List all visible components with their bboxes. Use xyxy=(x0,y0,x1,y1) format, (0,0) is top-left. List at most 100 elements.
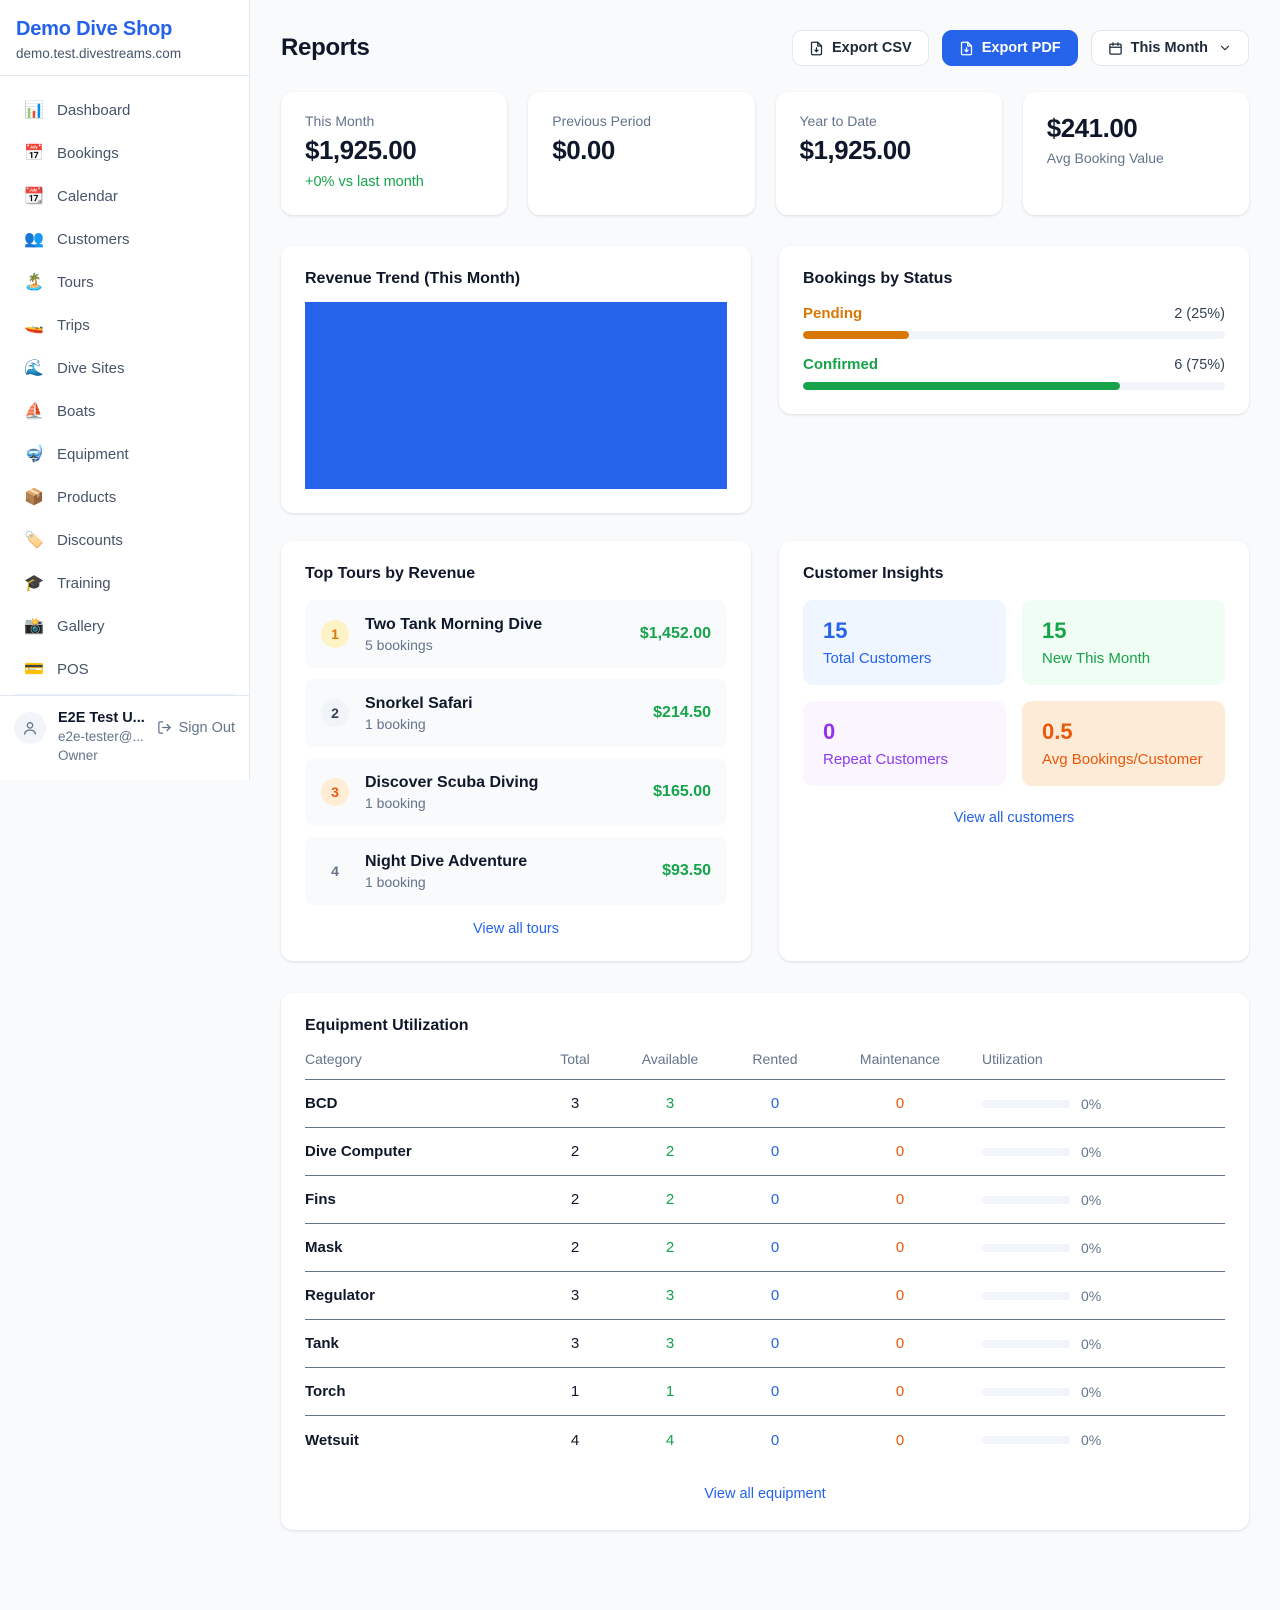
sidebar-item-label: Boats xyxy=(57,402,96,420)
top-tours-card: Top Tours by Revenue 1 Two Tank Morning … xyxy=(281,541,751,961)
tour-row: 2 Snorkel Safari 1 booking $214.50 xyxy=(305,679,727,747)
period-label: This Month xyxy=(1130,40,1208,56)
calendar-icon: 📆 xyxy=(24,188,44,205)
col-maintenance: Maintenance xyxy=(859,1051,941,1067)
file-export-icon xyxy=(960,41,972,55)
user-role: Owner xyxy=(58,748,98,764)
pending-bar-track xyxy=(803,331,1225,339)
sidebar-item-gallery[interactable]: 📸 Gallery xyxy=(12,608,237,644)
sidebar-item-customers[interactable]: 👥 Customers xyxy=(12,221,237,257)
sidebar-item-dashboard[interactable]: 📊 Dashboard xyxy=(12,92,237,128)
sidebar-item-label: Bookings xyxy=(57,144,119,162)
confirmed-label: Confirmed xyxy=(803,356,878,373)
sidebar-item-label: Training xyxy=(57,574,111,592)
utilization-bar xyxy=(982,1099,1070,1108)
col-total: Total xyxy=(560,1051,590,1067)
sidebar-item-pos[interactable]: 💳 POS xyxy=(12,651,237,687)
insight-tiles: 15 Total Customers 15 New This Month 0 R… xyxy=(803,600,1225,786)
chevron-down-icon xyxy=(1220,45,1230,51)
table-row: Mask 2 2 0 0 0% xyxy=(305,1224,1225,1272)
col-category: Category xyxy=(305,1051,362,1067)
top-tours-title: Top Tours by Revenue xyxy=(305,565,476,582)
tour-name: Discover Scuba Diving xyxy=(365,773,539,791)
tour-bookings: 1 booking xyxy=(365,715,426,732)
island-icon: 🏝️ xyxy=(24,274,44,291)
sign-out-icon xyxy=(157,721,171,735)
stat-label: Year to Date xyxy=(799,113,877,129)
export-csv-button[interactable]: Export CSV xyxy=(791,30,929,66)
table-row: BCD 3 3 0 0 0% xyxy=(305,1080,1225,1128)
sidebar-item-dive-sites[interactable]: 🌊 Dive Sites xyxy=(12,350,237,386)
page-title: Reports xyxy=(281,34,370,61)
sidebar-item-boats[interactable]: ⛵ Boats xyxy=(12,393,237,429)
camera-icon: 📸 xyxy=(24,618,44,635)
file-export-icon xyxy=(810,41,823,55)
confirmed-bar-fill xyxy=(803,382,1120,390)
tile-label: Repeat Customers xyxy=(823,751,949,768)
page-header: Reports Export CSV Export PDF This Month xyxy=(281,30,1249,66)
sidebar-item-label: Dive Sites xyxy=(57,359,125,377)
sidebar-item-label: Discounts xyxy=(57,531,123,549)
sidebar-item-label: Products xyxy=(57,488,117,506)
shop-domain: demo.test.divestreams.com xyxy=(16,46,182,61)
customer-insights-title: Customer Insights xyxy=(803,565,944,582)
period-select[interactable]: This Month xyxy=(1090,30,1249,66)
header-actions: Export CSV Export PDF This Month xyxy=(791,30,1249,66)
view-all-tours-link[interactable]: View all tours xyxy=(473,921,559,937)
stat-label: Avg Booking Value xyxy=(1046,150,1164,166)
utilization-bar xyxy=(982,1436,1070,1444)
sidebar-item-tours[interactable]: 🏝️ Tours xyxy=(12,264,237,300)
equipment-table-header: Category Total Available Rented Maintena… xyxy=(305,1035,1225,1080)
person-icon xyxy=(24,721,36,735)
export-pdf-label: Export PDF xyxy=(981,40,1061,56)
export-pdf-button[interactable]: Export PDF xyxy=(941,30,1078,66)
sign-out-label: Sign Out xyxy=(178,719,235,736)
main-content: Reports Export CSV Export PDF This Month xyxy=(250,0,1280,1570)
sidebar-item-discounts[interactable]: 🏷️ Discounts xyxy=(12,522,237,558)
sign-out-button[interactable]: Sign Out xyxy=(157,720,235,736)
table-row: Dive Computer 2 2 0 0 0% xyxy=(305,1128,1225,1176)
tour-name: Snorkel Safari xyxy=(365,694,473,712)
sidebar-item-products[interactable]: 📦 Products xyxy=(12,479,237,515)
calendar-icon xyxy=(1108,41,1122,55)
sidebar-nav: 📊 Dashboard 📅 Bookings 📆 Calendar 👥 Cust… xyxy=(0,76,249,695)
export-csv-label: Export CSV xyxy=(831,40,912,56)
pending-bar-fill xyxy=(803,331,909,339)
view-all-equipment-link[interactable]: View all equipment xyxy=(704,1486,826,1502)
sidebar-item-label: Gallery xyxy=(57,617,105,635)
equipment-title: Equipment Utilization xyxy=(305,1017,469,1034)
stat-delta: +0% vs last month xyxy=(305,174,424,190)
table-row: Wetsuit 4 4 0 0 0% xyxy=(305,1431,1102,1449)
bookings-by-status-card: Bookings by Status Pending 2 (25%) Confi… xyxy=(779,246,1249,414)
sidebar-item-label: Dashboard xyxy=(57,101,131,119)
sidebar-item-trips[interactable]: 🚤 Trips xyxy=(12,307,237,343)
utilization-bar xyxy=(982,1195,1070,1204)
sidebar-item-equipment[interactable]: 🤿 Equipment xyxy=(12,436,237,472)
col-available: Available xyxy=(641,1051,699,1067)
tile-new-this-month: 15 New This Month xyxy=(1022,600,1225,685)
utilization-bar xyxy=(982,1387,1070,1396)
stat-value: $241.00 xyxy=(1046,113,1138,143)
revenue-trend-chart xyxy=(305,302,727,489)
shop-name: Demo Dive Shop xyxy=(16,18,173,40)
sidebar-item-reports-active-partial[interactable] xyxy=(14,694,235,695)
view-all-customers-link[interactable]: View all customers xyxy=(953,810,1075,826)
sidebar-item-bookings[interactable]: 📅 Bookings xyxy=(12,135,237,171)
tour-revenue: $1,452.00 xyxy=(639,625,711,642)
sidebar-item-label: Calendar xyxy=(57,187,118,205)
table-row: Tank 3 3 0 0 0% xyxy=(305,1320,1225,1368)
stat-label: This Month xyxy=(305,113,375,129)
tile-label: New This Month xyxy=(1042,650,1151,667)
stat-cards-row: This Month $1,925.00 +0% vs last month P… xyxy=(281,92,1249,215)
tour-name: Night Dive Adventure xyxy=(365,852,528,870)
insights-row: Top Tours by Revenue 1 Two Tank Morning … xyxy=(281,541,1249,961)
sidebar-item-calendar[interactable]: 📆 Calendar xyxy=(12,178,237,214)
tile-label: Total Customers xyxy=(823,650,932,667)
sidebar-item-training[interactable]: 🎓 Training xyxy=(12,565,237,601)
revenue-trend-card: Revenue Trend (This Month) xyxy=(281,246,751,513)
user-meta: E2E Test U... e2e-tester@... Owner xyxy=(58,708,145,766)
tile-total-customers: 15 Total Customers xyxy=(803,600,1006,685)
tour-row: 3 Discover Scuba Diving 1 booking $165.0… xyxy=(305,758,727,826)
tour-revenue: $214.50 xyxy=(653,704,711,721)
tour-row: 1 Two Tank Morning Dive 5 bookings $1,45… xyxy=(305,600,727,668)
